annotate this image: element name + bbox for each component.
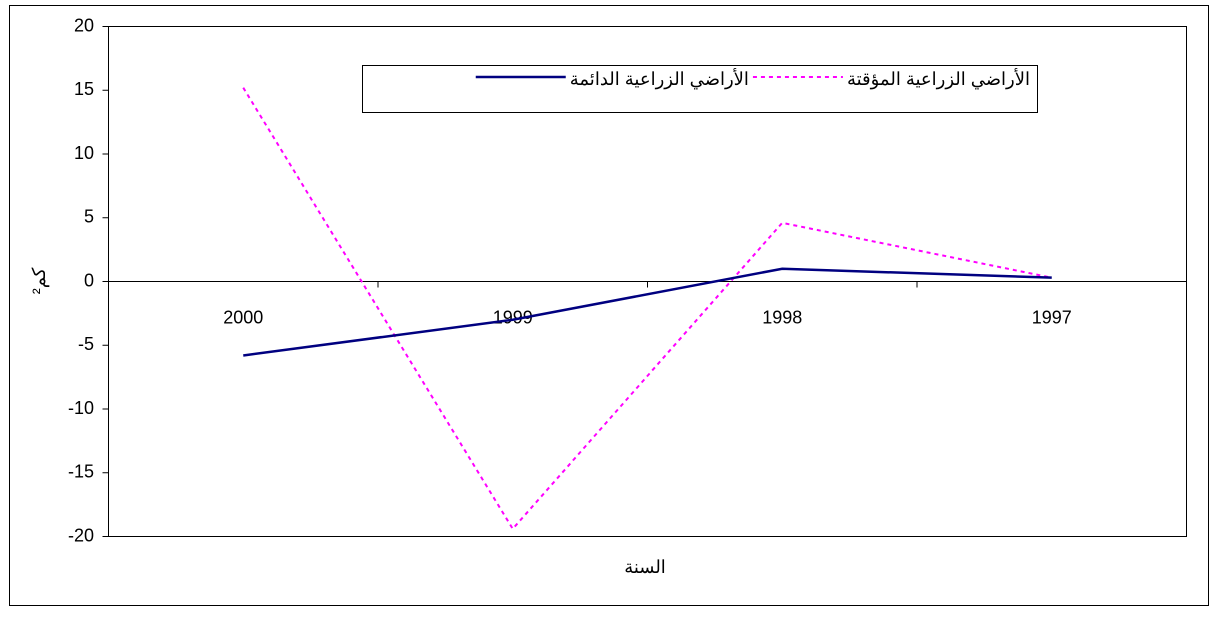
y-tick-label: 5: [84, 207, 94, 227]
y-tick-label: 15: [74, 79, 94, 99]
y-tick-label: -15: [68, 462, 94, 482]
legend-label: الأراضي الزراعية المؤقتة: [847, 67, 1030, 90]
y-axis-label: كم²: [29, 267, 50, 294]
x-tick-label: 1998: [762, 307, 802, 327]
y-tick-label: -20: [68, 525, 94, 545]
y-tick-label: -5: [78, 334, 94, 354]
legend-label: الأراضي الزراعية الدائمة: [570, 67, 749, 90]
x-tick-label: 2000: [223, 307, 263, 327]
x-axis-label: السنة: [624, 557, 666, 577]
series-line: [243, 267, 1052, 357]
series-line: [242, 87, 1052, 531]
y-tick-label: 20: [74, 15, 94, 35]
y-tick-label: 10: [74, 143, 94, 163]
y-tick-label: -10: [68, 398, 94, 418]
x-tick-label: 1997: [1032, 307, 1072, 327]
legend: [362, 65, 1038, 113]
y-tick-label: 0: [84, 270, 94, 290]
